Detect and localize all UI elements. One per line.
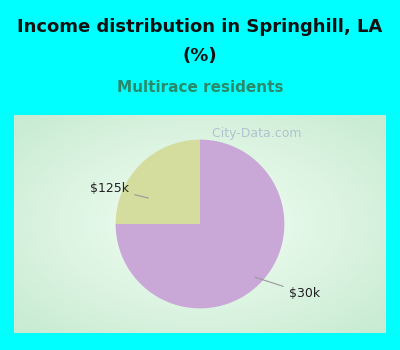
Wedge shape <box>116 140 284 308</box>
Text: $30k: $30k <box>255 277 320 300</box>
Text: City-Data.com: City-Data.com <box>204 127 302 140</box>
Text: Income distribution in Springhill, LA: Income distribution in Springhill, LA <box>17 18 383 36</box>
Text: $125k: $125k <box>90 182 148 198</box>
Text: Multirace residents: Multirace residents <box>117 80 283 95</box>
Text: (%): (%) <box>183 47 217 65</box>
Wedge shape <box>116 140 200 224</box>
